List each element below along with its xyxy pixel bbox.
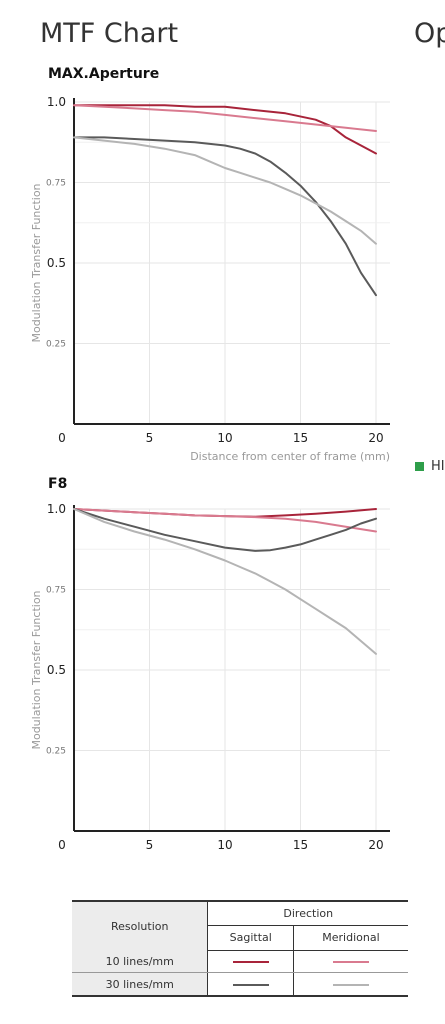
x-tick-label: 20: [368, 838, 383, 852]
swatch-cell: [207, 950, 294, 973]
y-tick-label: 0.75: [46, 586, 66, 596]
x-tick-label: 15: [293, 838, 308, 852]
x-tick-label: 0: [58, 431, 66, 445]
swatch-meridional-10: [332, 960, 369, 963]
series-line-mer30: [73, 136, 377, 245]
chart-2-title: F8: [48, 476, 68, 492]
y-tick-label: 0.25: [46, 747, 66, 757]
chart-max-aperture: 1.0 0.75 0.5 0.25 0 5 10 15 20 Modulation Transfe…: [30, 95, 390, 463]
chart-1-title: MAX.Aperture: [48, 66, 160, 82]
series-line-mer30: [73, 508, 377, 655]
y-tick-label: 0.5: [47, 663, 66, 677]
swatch-cell: [207, 972, 294, 997]
y-axis-label: Modulation Transfer Function: [30, 590, 43, 749]
sagittal-header: Sagittal: [207, 925, 294, 951]
legend-label: HI: [431, 459, 445, 474]
series-line-sag30: [73, 136, 377, 297]
x-tick-label: 5: [146, 838, 154, 852]
y-tick-label: 0.25: [46, 340, 66, 350]
y-axis-label: Modulation Transfer Function: [30, 183, 43, 342]
meridional-header: Meridional: [293, 925, 408, 951]
x-tick-label: 20: [368, 431, 383, 445]
y-tick-label: 1.0: [47, 95, 66, 109]
chart-f8: 1.0 0.75 0.5 0.25 0 5 10 15 20 Modulation Transfe…: [30, 502, 390, 852]
series-line-sag10: [73, 104, 377, 155]
page-title: MTF Chart: [40, 18, 179, 49]
resolution-header: Resolution: [72, 900, 209, 950]
swatch-sagittal-10: [232, 960, 269, 963]
x-tick-label: 0: [58, 838, 66, 852]
row-10-lines-label: 10 lines/mm: [72, 950, 209, 973]
x-tick-label: 15: [293, 431, 308, 445]
direction-header: Direction: [207, 900, 408, 927]
swatch-meridional-30: [332, 983, 369, 986]
row-30-lines-label: 30 lines/mm: [72, 972, 209, 997]
legend-marker: [415, 462, 424, 471]
legend-key-table: Resolution Direction Sagittal Meridional…: [72, 900, 408, 997]
y-tick-label: 0.75: [46, 179, 66, 189]
x-tick-label: 5: [146, 431, 154, 445]
side-section-title: Op: [414, 18, 445, 49]
x-axis-label: Distance from center of frame (mm): [190, 450, 390, 463]
series-line-mer10: [73, 104, 377, 132]
swatch-cell: [293, 950, 408, 973]
swatch-sagittal-30: [232, 983, 269, 986]
series-line-mer10: [73, 508, 377, 533]
series-line-sag30: [73, 508, 377, 552]
y-tick-label: 1.0: [47, 502, 66, 516]
x-tick-label: 10: [217, 838, 232, 852]
y-tick-label: 0.5: [47, 256, 66, 270]
x-tick-label: 10: [217, 431, 232, 445]
swatch-cell: [293, 972, 408, 997]
